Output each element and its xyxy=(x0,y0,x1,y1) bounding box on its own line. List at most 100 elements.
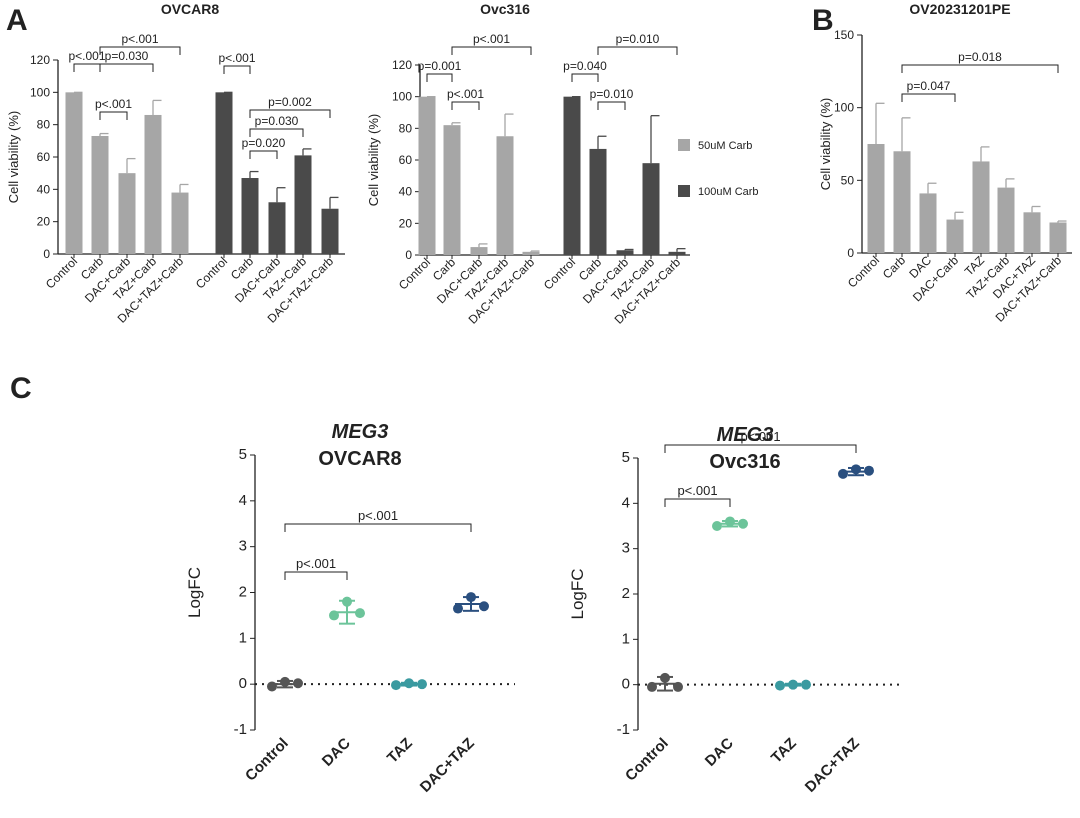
chart-title: MEG3 xyxy=(717,424,774,446)
bar xyxy=(642,163,660,255)
bar xyxy=(867,144,885,253)
y-tick-label: 5 xyxy=(622,449,630,466)
bar xyxy=(893,151,911,253)
bar xyxy=(470,247,488,255)
y-tick-label: 80 xyxy=(37,118,51,132)
bar xyxy=(268,202,286,254)
bar xyxy=(443,125,461,256)
bar xyxy=(997,187,1015,253)
bar xyxy=(589,148,607,255)
y-tick-label: 150 xyxy=(834,28,854,42)
legend-label: 50uM Carb xyxy=(698,140,752,152)
y-tick-label: -1 xyxy=(617,721,630,738)
y-tick-label: 120 xyxy=(392,58,412,72)
y-tick-label: 0 xyxy=(43,247,50,261)
y-tick-label: 40 xyxy=(399,185,413,199)
bracket xyxy=(664,444,857,453)
bar xyxy=(118,173,136,254)
p-value: p<.001 xyxy=(95,97,132,111)
legend-label: 100uM Carb xyxy=(698,186,759,198)
point xyxy=(864,465,874,476)
bracket xyxy=(284,571,348,580)
y-tick-label: 100 xyxy=(392,90,412,104)
legend-swatch xyxy=(678,139,690,151)
y-axis-label: Cell viability (%) xyxy=(6,111,21,203)
y-tick-label: 4 xyxy=(239,492,247,509)
bar xyxy=(946,219,964,253)
y-axis-label: Cell viability (%) xyxy=(366,114,381,206)
y-tick-label: 0 xyxy=(239,675,247,692)
point xyxy=(788,679,798,690)
bracket xyxy=(597,101,626,110)
y-tick-label: 5 xyxy=(239,446,247,463)
point xyxy=(391,680,401,691)
y-tick-label: -1 xyxy=(234,721,247,738)
bar xyxy=(668,251,686,255)
p-value: p=0.020 xyxy=(242,136,286,150)
bracket xyxy=(73,63,101,72)
bar xyxy=(616,250,634,255)
y-tick-label: 60 xyxy=(37,150,51,164)
point xyxy=(851,464,861,475)
x-tick-label: Control xyxy=(622,735,672,785)
bar xyxy=(241,178,259,254)
point xyxy=(775,680,785,691)
y-tick-label: 3 xyxy=(239,538,247,555)
y-tick-label: 80 xyxy=(399,121,413,135)
bracket xyxy=(99,46,181,55)
y-tick-label: 0 xyxy=(622,676,630,693)
bracket xyxy=(426,73,453,82)
p-value: p=0.002 xyxy=(268,95,312,109)
p-value: p=0.047 xyxy=(907,79,951,93)
panel-label: A xyxy=(6,4,28,37)
p-value: p<.001 xyxy=(447,87,484,101)
x-tick-label: TAZ xyxy=(768,735,800,767)
bracket xyxy=(249,109,331,118)
p-value: p=0.010 xyxy=(616,32,660,46)
p-value: p<.001 xyxy=(740,429,780,444)
point xyxy=(329,610,339,621)
x-tick-label: Control xyxy=(193,254,230,291)
p-value: p<.001 xyxy=(473,32,510,46)
p-value: p<.001 xyxy=(68,49,105,63)
point xyxy=(712,521,722,531)
p-value: p=0.030 xyxy=(255,114,299,128)
point xyxy=(466,592,476,603)
y-tick-label: 100 xyxy=(834,101,854,115)
point xyxy=(660,672,670,683)
bracket xyxy=(249,150,278,159)
panel-label: C xyxy=(10,372,32,405)
x-tick-label: DAC xyxy=(702,735,737,770)
bracket xyxy=(901,93,956,102)
bar xyxy=(496,136,514,255)
point xyxy=(355,608,365,619)
point xyxy=(725,516,735,527)
bar xyxy=(144,114,162,254)
point xyxy=(453,603,463,614)
point xyxy=(417,679,427,690)
bar xyxy=(65,92,83,254)
y-tick-label: 0 xyxy=(405,248,412,262)
x-tick-label: TAZ xyxy=(384,735,416,767)
bar xyxy=(294,155,312,254)
point xyxy=(280,676,290,687)
point xyxy=(267,681,277,692)
x-tick-label: DAC+TAZ xyxy=(417,735,478,796)
p-value: p<.001 xyxy=(218,51,255,65)
bracket xyxy=(451,101,480,110)
p-value: p<.001 xyxy=(296,556,336,571)
bracket xyxy=(451,46,532,55)
bracket xyxy=(99,63,154,72)
p-value: p=0.018 xyxy=(958,50,1002,64)
p-value: p<.001 xyxy=(121,32,158,46)
bar xyxy=(321,208,339,254)
bar xyxy=(972,161,990,253)
bar xyxy=(563,96,581,256)
bar xyxy=(1023,212,1041,253)
point xyxy=(479,601,489,612)
bracket xyxy=(597,46,678,55)
bar xyxy=(418,96,436,256)
x-tick-label: Control xyxy=(242,735,292,785)
y-tick-label: 60 xyxy=(399,153,413,167)
